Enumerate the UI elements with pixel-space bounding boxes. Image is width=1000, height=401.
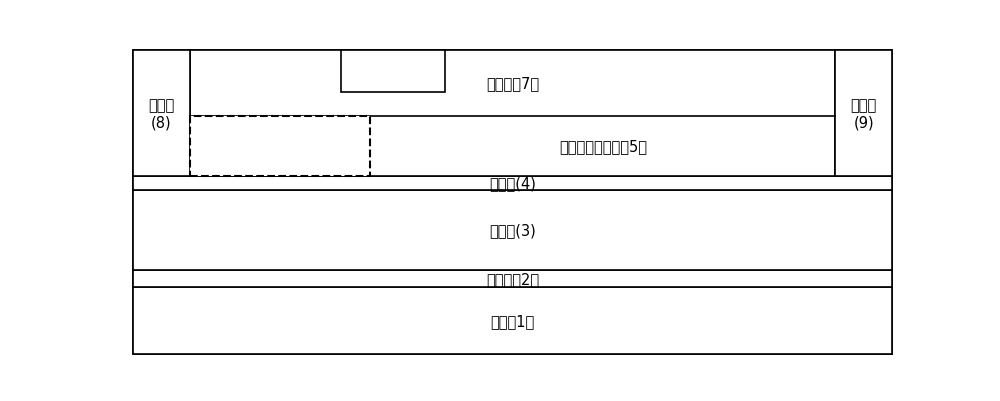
Text: 栅电极
(10): 栅电极 (10) (378, 56, 408, 88)
Bar (133, 271, 892, 287)
Text: 缓冲层(3): 缓冲层(3) (489, 223, 536, 238)
Bar (341, 51, 445, 93)
Bar (133, 190, 892, 271)
Bar (835, 51, 892, 177)
Bar (133, 287, 892, 354)
Text: 插入层(4): 插入层(4) (489, 176, 536, 191)
Bar (190, 117, 370, 177)
Text: 钒化层（7）: 钒化层（7） (486, 76, 539, 91)
Bar (133, 51, 190, 177)
Text: 铁电性III族氮化物
势垒层(6): 铁电性III族氮化物 势垒层(6) (246, 133, 314, 161)
Text: 源电极
(8): 源电极 (8) (148, 98, 174, 130)
Text: 非铁电性势垒层（5）: 非铁电性势垒层（5） (559, 139, 647, 154)
Bar (133, 177, 892, 190)
Bar (190, 51, 835, 177)
Text: 漏电极
(9): 漏电极 (9) (851, 98, 877, 130)
Text: 衬底（1）: 衬底（1） (490, 313, 535, 328)
Text: 成核层（2）: 成核层（2） (486, 271, 539, 286)
